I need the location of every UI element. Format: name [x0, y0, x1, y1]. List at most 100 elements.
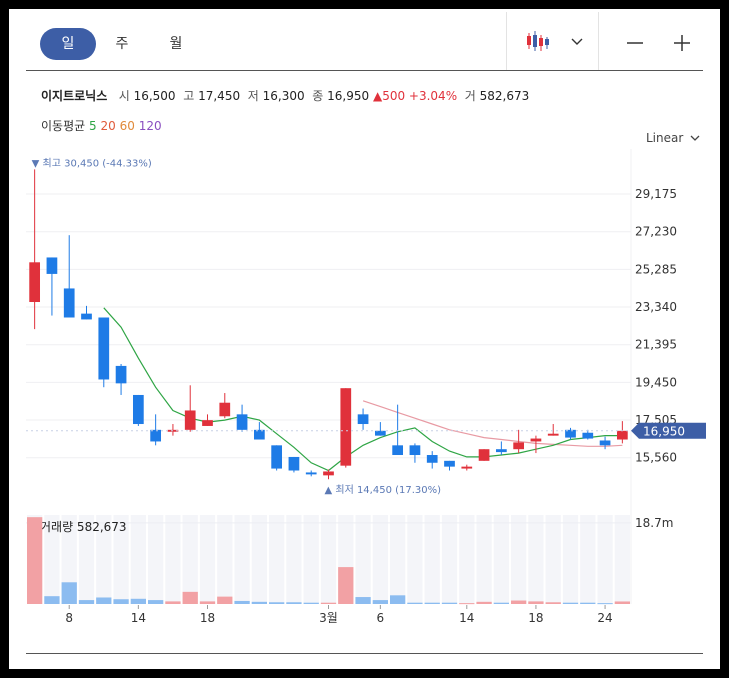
volume-column-bg — [251, 515, 267, 604]
candle-body — [253, 429, 265, 440]
change-arrow-icon: ▲ — [372, 89, 383, 103]
volume-caption: 거래량 582,673 — [40, 520, 127, 534]
candle-body — [219, 402, 231, 417]
max-marker: ▼ 최고 30,450 (-44.33%) — [32, 157, 152, 169]
volume-bar — [130, 598, 146, 604]
volume-bar — [148, 600, 164, 604]
volume-bar — [597, 603, 613, 605]
candle-body — [340, 388, 352, 466]
volume-bar — [269, 602, 285, 604]
x-tick-label: 8 — [65, 611, 73, 625]
candle-body — [599, 440, 611, 446]
candle-body — [444, 460, 455, 467]
candle-body — [616, 430, 628, 440]
zoom-out-button[interactable] — [622, 31, 648, 55]
tab-monthly[interactable]: 월 — [169, 36, 183, 52]
volume-bar — [217, 596, 233, 604]
volume-column-bg — [320, 515, 337, 604]
toolbar-divider — [598, 12, 599, 70]
tab-weekly[interactable]: 주 — [115, 36, 129, 52]
volume-column-bg — [441, 515, 458, 604]
volume-column-bg — [407, 515, 423, 604]
candle-body — [98, 317, 110, 380]
candle-body — [132, 394, 144, 425]
candle-body — [271, 445, 283, 469]
candle-body — [513, 442, 525, 450]
candle-body — [530, 438, 542, 442]
volume-column-bg — [459, 515, 475, 604]
high-value: 17,450 — [198, 89, 241, 103]
volume-column-bg — [199, 515, 216, 604]
volume-bar — [372, 600, 388, 604]
candle-body — [29, 262, 41, 303]
candle-body — [288, 456, 300, 471]
volume-bar — [165, 601, 181, 604]
volume-bar — [355, 597, 371, 604]
volume-column-bg — [493, 515, 509, 604]
volume-column-bg — [96, 515, 112, 604]
volume-label: 거 — [464, 89, 476, 103]
volume-bar — [580, 602, 596, 604]
close-value: 16,950 — [327, 89, 370, 103]
ma-5[interactable]: 5 — [89, 119, 97, 133]
low-value: 16,300 — [262, 89, 305, 103]
y-tick-label: 27,230 — [635, 225, 677, 239]
candle-body — [409, 445, 421, 456]
x-tick-label: 14 — [131, 611, 146, 625]
candle-body — [81, 313, 92, 320]
ma-60[interactable]: 60 — [119, 119, 135, 133]
volume-bar — [251, 601, 267, 604]
ma-120[interactable]: 120 — [138, 119, 162, 133]
change-percent: +3.04% — [408, 89, 458, 103]
x-tick-label: 14 — [459, 611, 474, 625]
x-tick-label: 18 — [200, 611, 215, 625]
ma-20[interactable]: 20 — [100, 119, 116, 133]
y-tick-label: 29,175 — [635, 187, 677, 201]
candle-body — [495, 449, 507, 453]
volume-bar — [390, 595, 406, 604]
scale-selector[interactable]: Linear — [646, 131, 700, 145]
volume-bar — [96, 597, 112, 604]
x-tick-label: 6 — [377, 611, 385, 625]
y-tick-label: 19,450 — [635, 375, 677, 389]
volume-bar — [528, 601, 544, 604]
volume-column-bg — [562, 515, 579, 604]
volume-bar — [545, 602, 561, 604]
volume-bar — [182, 591, 198, 604]
volume-bar — [286, 602, 302, 604]
chart-type-button[interactable] — [523, 29, 583, 55]
close-label: 종 — [312, 89, 324, 103]
change-value: 500 — [382, 89, 406, 103]
volume-column-bg — [545, 515, 561, 604]
volume-bar — [459, 603, 475, 605]
volume-value: 582,673 — [479, 89, 530, 103]
candle-body — [565, 429, 576, 438]
volume-column-bg — [182, 515, 198, 604]
volume-column-bg — [511, 515, 527, 604]
candle-body — [478, 449, 490, 461]
volume-column-bg — [528, 515, 544, 604]
tab-daily[interactable]: 일 — [40, 28, 96, 60]
candle-body — [392, 445, 404, 456]
volume-bar — [407, 602, 423, 604]
y-tick-label: 21,395 — [635, 338, 677, 352]
zoom-in-button[interactable] — [669, 31, 695, 55]
volume-column-bg — [165, 515, 181, 604]
volume-bar — [493, 602, 509, 604]
candle-body — [63, 288, 75, 318]
moving-average-legend: 이동평균 5 20 60 120 — [41, 117, 162, 134]
volume-column-bg — [113, 515, 129, 604]
price-chart[interactable]: 29,17527,23025,28523,34021,39519,45017,5… — [9, 9, 720, 669]
volume-column-bg — [44, 515, 60, 604]
volume-bar — [113, 599, 129, 604]
stock-quote: 이지트로닉스 시 16,500 고 17,450 저 16,300 종 16,9… — [41, 87, 529, 104]
volume-bar — [476, 601, 492, 604]
current-price-tag — [631, 422, 706, 439]
candle-body — [374, 430, 386, 436]
chevron-down-icon — [690, 135, 700, 141]
volume-bar — [78, 600, 95, 604]
volume-bar — [61, 582, 77, 604]
volume-column-bg — [217, 515, 233, 604]
chevron-down-icon — [571, 38, 583, 45]
volume-column-bg — [269, 515, 285, 604]
